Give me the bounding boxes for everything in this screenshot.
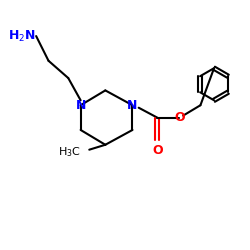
Text: N: N — [127, 99, 138, 112]
Text: H$_2$N: H$_2$N — [8, 28, 36, 44]
Text: O: O — [152, 144, 162, 156]
Text: O: O — [174, 111, 185, 124]
Text: H$_3$C: H$_3$C — [58, 145, 80, 159]
Text: N: N — [76, 99, 86, 112]
